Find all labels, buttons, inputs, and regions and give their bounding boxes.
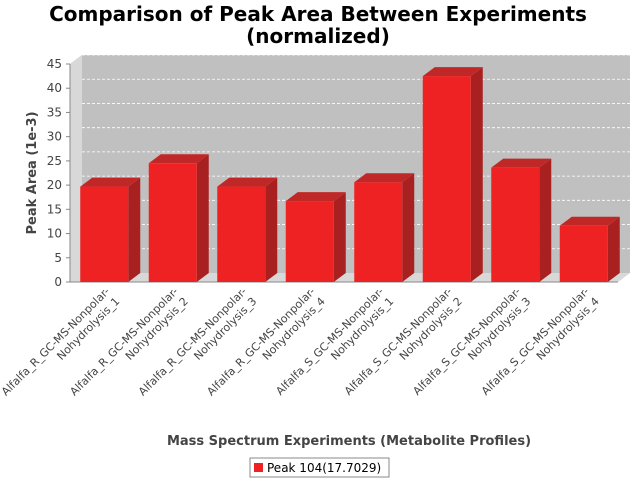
bar-top <box>559 216 620 226</box>
y-tick-label: 45 <box>47 57 62 71</box>
plot-area: 0 5 10 15 20 25 30 35 40 45 Alfalfa_R_GC-MS-Nonpol… <box>0 54 630 408</box>
y-tick-label: 20 <box>47 178 62 192</box>
y-tick-label: 40 <box>47 81 62 95</box>
plot-floor <box>70 273 630 282</box>
bar-side <box>607 216 620 282</box>
legend-box <box>249 457 390 478</box>
y-tick-label: 5 <box>54 251 62 265</box>
bar-top <box>422 67 483 77</box>
y-tick-label: 35 <box>47 105 62 119</box>
chart-title-line-2: (normalized) <box>246 24 390 48</box>
x-tick-label-line: Alfalfa_R_GC-MS-Nonpolar- <box>0 285 112 398</box>
y-axis-label: Peak Area (1e-3) <box>25 111 40 234</box>
bar-side <box>196 154 209 282</box>
bar <box>80 186 129 282</box>
bar <box>285 201 334 282</box>
x-axis-label: Mass Spectrum Experiments (Metabolite Pr… <box>167 434 531 449</box>
bar-top <box>217 177 278 187</box>
y-tick-label: 30 <box>47 130 62 144</box>
plot-side-wall <box>70 55 82 282</box>
x-tick-label: Alfalfa_R_GC-MS-Nonpolar-Nohydrolysis_1 <box>0 285 122 408</box>
bar-side <box>265 177 278 282</box>
y-tick-label: 25 <box>47 154 62 168</box>
bar-top <box>285 192 346 202</box>
y-tick-label: 0 <box>54 275 62 289</box>
bar-top <box>354 173 415 183</box>
bar <box>422 76 471 282</box>
bar-side <box>402 173 415 282</box>
bar <box>217 186 266 282</box>
bar-side <box>128 177 141 282</box>
bar-side <box>333 192 346 282</box>
y-tick-label: 15 <box>47 202 62 216</box>
legend-swatch <box>254 463 263 472</box>
bar-side <box>470 67 483 282</box>
bar <box>491 167 540 282</box>
legend: Peak 104(17.7029) <box>249 457 390 478</box>
bar <box>354 182 403 282</box>
bar-top <box>491 158 552 168</box>
bar-top <box>148 154 209 164</box>
bar-top <box>80 177 141 187</box>
bar <box>559 225 608 282</box>
legend-label: Peak 104(17.7029) <box>267 461 381 475</box>
plot-background <box>70 55 630 282</box>
bar <box>148 163 197 282</box>
chart-title-line-1: Comparison of Peak Area Between Experime… <box>49 2 587 26</box>
y-tick-label: 10 <box>47 227 62 241</box>
bar-side <box>539 158 552 282</box>
